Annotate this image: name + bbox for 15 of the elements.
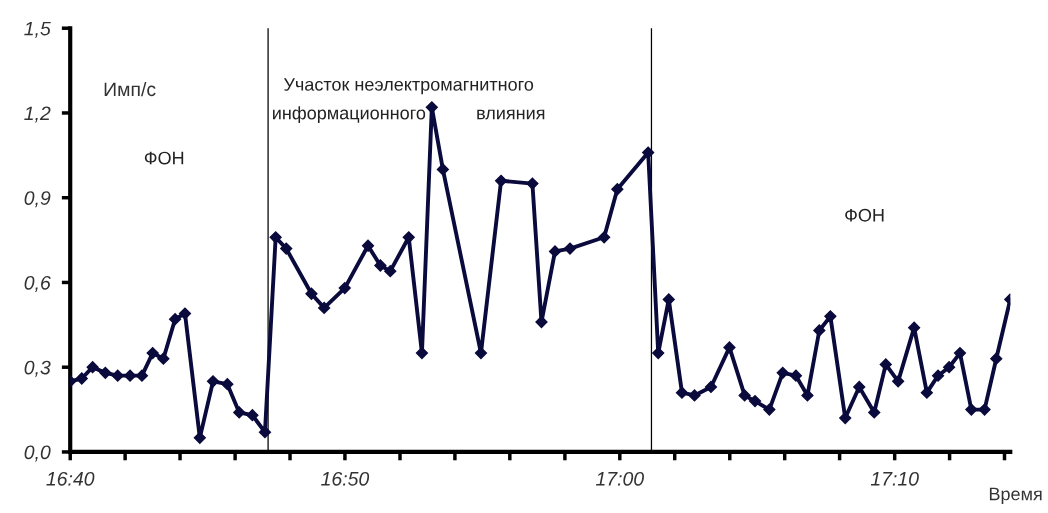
x-tick-label: 16:50: [321, 471, 370, 486]
x-tick-label: 16:40: [46, 471, 95, 486]
x-axis-title: Время: [989, 487, 1042, 504]
y-tick-label: 0,3: [24, 360, 51, 377]
y-tick-label: 0,9: [24, 191, 51, 208]
x-tick-label: 17:00: [595, 471, 644, 486]
annotation: ФОН: [144, 151, 184, 165]
y-tick-label: 1,2: [24, 106, 51, 123]
y-axis-title: Имп/с: [104, 81, 156, 97]
y-tick-label: 0,0: [24, 445, 51, 462]
annotation: Участок неэлектромагнитного информационного влияния: [273, 78, 545, 123]
y-tick-label: 0,6: [24, 275, 51, 292]
annotation: ФОН: [845, 208, 884, 222]
x-tick-label: 17:10: [870, 471, 919, 486]
y-tick-label: 1,5: [24, 21, 51, 38]
